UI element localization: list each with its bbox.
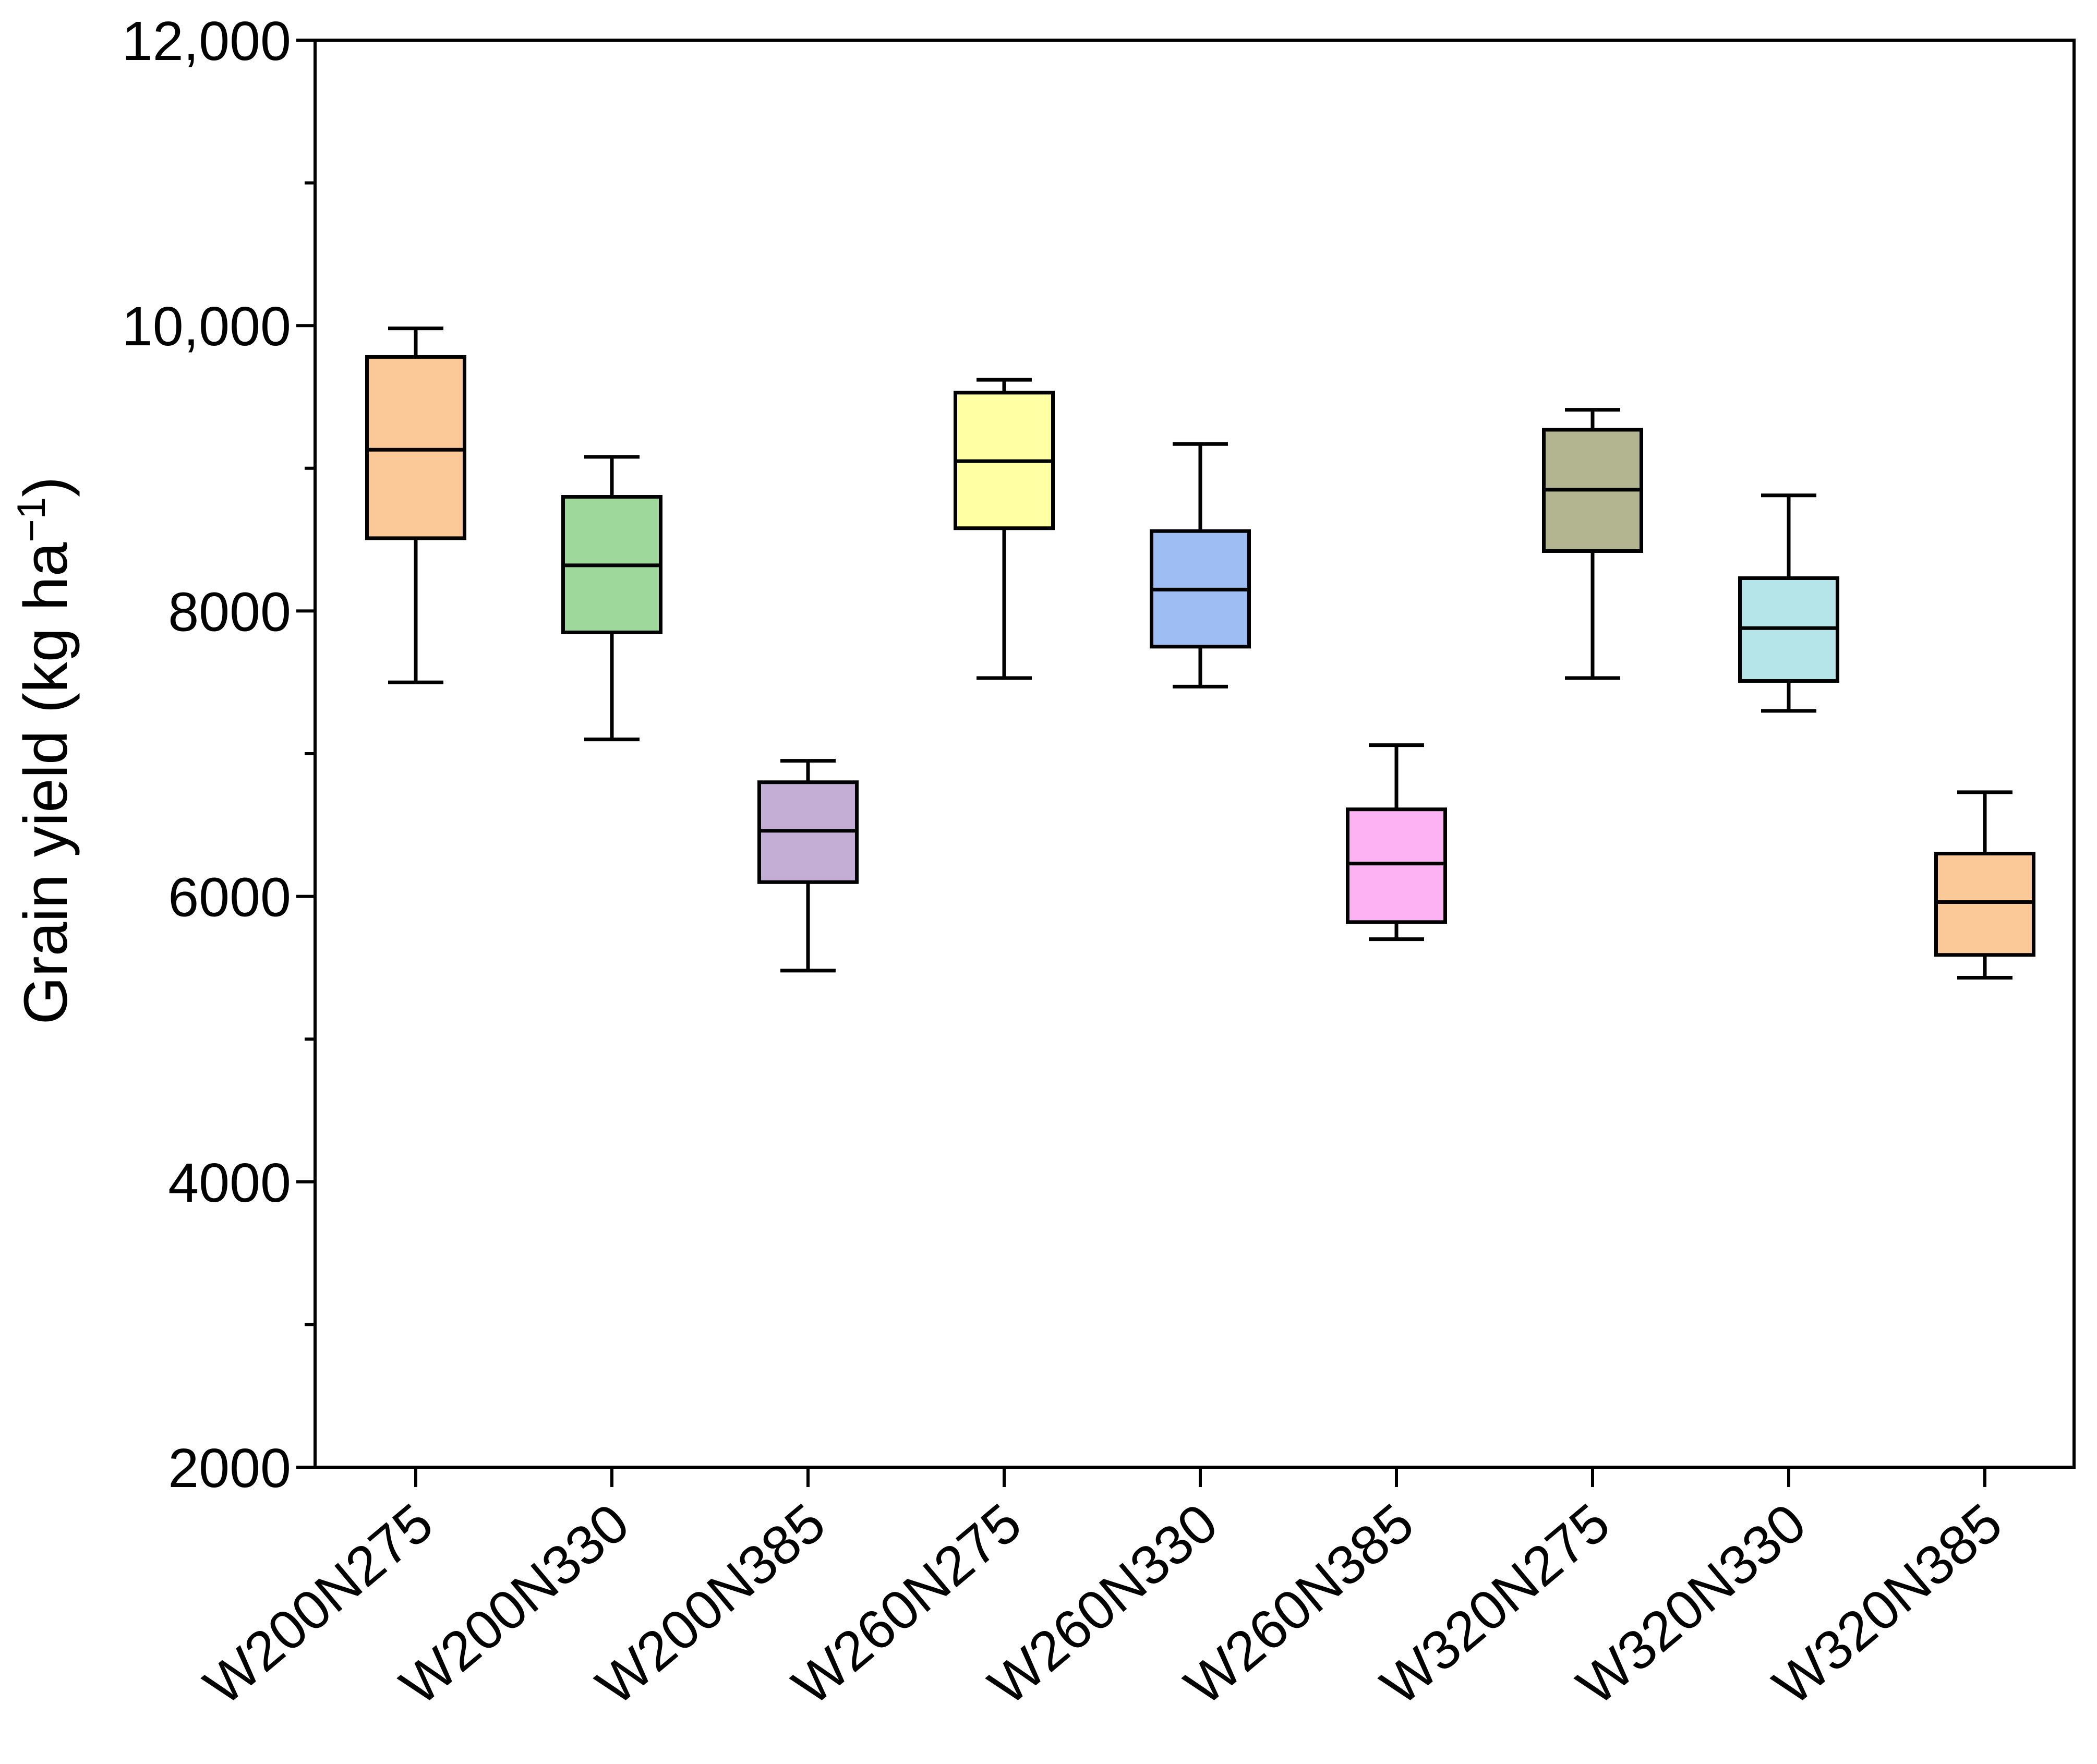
box-iqr — [365, 355, 466, 540]
box-group-w320n330 — [1738, 493, 1839, 713]
chart-axes: 200040006000800010,00012,000W200N275W200… — [122, 10, 2014, 1717]
box-group-w260n330 — [1150, 442, 1251, 688]
y-tick-label: 12,000 — [122, 10, 291, 72]
box-group-w260n385 — [1346, 743, 1447, 941]
y-axis-label-close: ) — [11, 477, 80, 497]
plot-frame — [314, 39, 2076, 1469]
box-group-w200n330 — [561, 455, 662, 742]
y-tick-label: 2000 — [168, 1437, 291, 1499]
box-iqr — [1934, 852, 2035, 957]
y-axis-label-superscript: −1 — [9, 497, 54, 542]
box-group-w200n385 — [757, 759, 859, 973]
y-tick-label: 10,000 — [122, 296, 291, 357]
y-axis-label: Grain yield (kg ha−1) — [9, 477, 81, 1025]
box-group-w200n275 — [365, 327, 466, 684]
box-group-w320n385 — [1934, 790, 2035, 980]
y-axis-label-main: Grain yield (kg ha — [11, 542, 80, 1024]
box-group-w260n275 — [954, 378, 1055, 680]
y-tick-label: 4000 — [168, 1152, 291, 1214]
box-group-w320n275 — [1542, 408, 1643, 680]
chart-marks — [365, 327, 2035, 980]
y-tick-label: 6000 — [168, 867, 291, 928]
y-tick-label: 8000 — [168, 581, 291, 643]
box-iqr — [1346, 807, 1447, 924]
